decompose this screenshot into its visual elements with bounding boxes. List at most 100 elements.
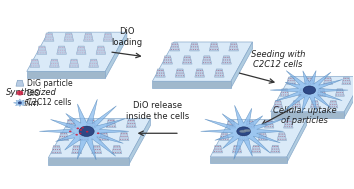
Ellipse shape: [57, 63, 58, 64]
Ellipse shape: [225, 136, 226, 137]
Ellipse shape: [220, 73, 221, 74]
Ellipse shape: [308, 80, 309, 81]
Ellipse shape: [87, 34, 88, 35]
Ellipse shape: [257, 151, 258, 152]
Polygon shape: [27, 71, 105, 78]
Ellipse shape: [207, 57, 208, 58]
Ellipse shape: [281, 92, 282, 93]
Polygon shape: [92, 146, 102, 154]
Ellipse shape: [71, 60, 72, 61]
Ellipse shape: [69, 131, 72, 132]
Ellipse shape: [246, 126, 247, 127]
Ellipse shape: [322, 92, 323, 93]
Polygon shape: [210, 119, 307, 157]
Ellipse shape: [70, 63, 72, 64]
Ellipse shape: [213, 44, 214, 45]
Ellipse shape: [39, 47, 40, 48]
Ellipse shape: [261, 136, 262, 137]
Ellipse shape: [35, 60, 36, 61]
Ellipse shape: [80, 139, 81, 140]
Ellipse shape: [236, 146, 237, 147]
Text: C2C12 cells: C2C12 cells: [27, 98, 71, 107]
Ellipse shape: [99, 146, 100, 147]
Ellipse shape: [173, 49, 174, 50]
Polygon shape: [270, 70, 348, 113]
Ellipse shape: [202, 73, 203, 74]
Ellipse shape: [233, 121, 234, 122]
Ellipse shape: [18, 101, 22, 104]
Ellipse shape: [343, 83, 344, 84]
Ellipse shape: [332, 104, 333, 105]
Ellipse shape: [215, 46, 216, 47]
Polygon shape: [305, 77, 314, 84]
Ellipse shape: [101, 47, 102, 48]
Ellipse shape: [290, 121, 291, 122]
Ellipse shape: [239, 130, 246, 133]
Ellipse shape: [126, 136, 127, 137]
Ellipse shape: [232, 49, 233, 50]
Ellipse shape: [90, 120, 91, 121]
Ellipse shape: [231, 44, 232, 45]
Ellipse shape: [161, 70, 162, 71]
Ellipse shape: [120, 139, 121, 140]
Ellipse shape: [55, 152, 56, 153]
Ellipse shape: [331, 83, 332, 84]
Ellipse shape: [275, 101, 276, 102]
Ellipse shape: [132, 123, 133, 124]
Polygon shape: [152, 81, 231, 88]
Ellipse shape: [198, 75, 199, 76]
Ellipse shape: [80, 129, 82, 131]
Ellipse shape: [35, 63, 36, 64]
Ellipse shape: [270, 124, 271, 125]
Ellipse shape: [277, 146, 278, 147]
Text: DiO: DiO: [27, 88, 41, 98]
Ellipse shape: [228, 121, 229, 122]
Ellipse shape: [334, 106, 335, 107]
Ellipse shape: [168, 57, 169, 58]
Ellipse shape: [130, 123, 131, 124]
Ellipse shape: [312, 104, 313, 105]
Ellipse shape: [345, 83, 346, 84]
Polygon shape: [79, 132, 89, 141]
Ellipse shape: [94, 60, 95, 61]
Ellipse shape: [338, 92, 339, 93]
Ellipse shape: [228, 124, 229, 125]
Ellipse shape: [274, 106, 275, 107]
Ellipse shape: [93, 120, 94, 121]
Ellipse shape: [266, 124, 267, 125]
Ellipse shape: [122, 136, 124, 137]
Ellipse shape: [73, 63, 74, 64]
Ellipse shape: [299, 104, 300, 105]
Ellipse shape: [287, 83, 289, 84]
Ellipse shape: [185, 62, 187, 63]
Ellipse shape: [76, 63, 78, 64]
Ellipse shape: [242, 136, 243, 137]
Ellipse shape: [210, 62, 211, 63]
Ellipse shape: [52, 152, 53, 153]
Ellipse shape: [313, 106, 314, 107]
Ellipse shape: [91, 123, 92, 124]
Ellipse shape: [74, 60, 75, 61]
Ellipse shape: [181, 75, 182, 76]
Ellipse shape: [179, 70, 180, 71]
Ellipse shape: [347, 80, 348, 81]
Ellipse shape: [280, 101, 281, 102]
Ellipse shape: [177, 70, 178, 71]
Ellipse shape: [320, 92, 321, 93]
Ellipse shape: [258, 146, 259, 147]
Ellipse shape: [92, 60, 93, 61]
Polygon shape: [39, 99, 129, 160]
Ellipse shape: [69, 34, 70, 35]
Ellipse shape: [100, 152, 101, 153]
Ellipse shape: [291, 124, 292, 125]
Ellipse shape: [60, 139, 61, 140]
Ellipse shape: [79, 146, 80, 147]
Ellipse shape: [318, 92, 319, 93]
Ellipse shape: [293, 104, 294, 105]
Ellipse shape: [312, 80, 313, 81]
Ellipse shape: [297, 106, 298, 107]
Ellipse shape: [134, 126, 135, 127]
Ellipse shape: [87, 126, 88, 127]
Ellipse shape: [200, 75, 201, 76]
Ellipse shape: [77, 152, 78, 153]
